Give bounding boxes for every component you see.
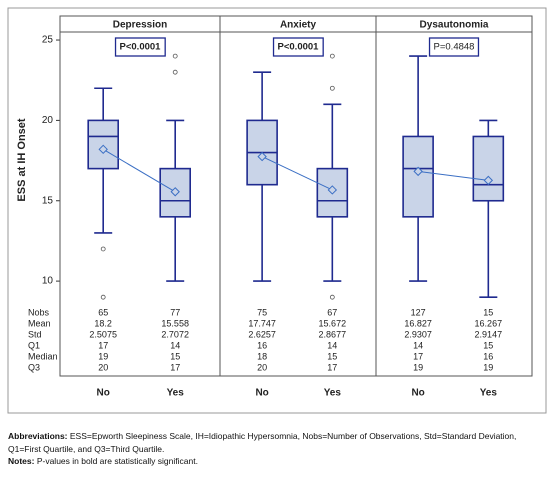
- stat-value: 14: [327, 340, 337, 350]
- outlier: [329, 294, 335, 300]
- stat-value: 15: [170, 351, 180, 361]
- stat-value: 17.747: [248, 318, 276, 328]
- mean-line: [418, 170, 489, 181]
- x-tick-label: No: [97, 388, 110, 399]
- stat-value: 19: [483, 362, 493, 372]
- stat-value: 16: [483, 351, 493, 361]
- stat-value: 77: [170, 307, 180, 317]
- y-axis-label: ESS at IH Onset: [16, 118, 28, 201]
- stat-value: 75: [257, 307, 267, 317]
- panel-frame: [375, 15, 533, 377]
- y-tick-label: 10: [42, 276, 54, 287]
- stat-value: 14: [170, 340, 180, 350]
- chart: ESS at IH Onset 10 15 20 25 NobsMeanStdQ1Med…: [7, 7, 547, 414]
- p-value: P<0.0001: [120, 42, 162, 53]
- stat-value: 16.267: [475, 318, 503, 328]
- stat-value: 15: [483, 340, 493, 350]
- p-value-box: [272, 37, 324, 57]
- p-value: P<0.0001: [278, 42, 320, 53]
- stat-value: 16.827: [404, 318, 432, 328]
- y-tick-label: 25: [42, 35, 54, 46]
- stat-value: 2.6257: [248, 329, 276, 339]
- outer-frame: [7, 7, 547, 414]
- box: [472, 135, 505, 202]
- stat-label: Nobs: [28, 307, 50, 317]
- stat-value: 67: [327, 307, 337, 317]
- stat-value: 127: [411, 307, 426, 317]
- mean-marker: [170, 187, 180, 197]
- stat-value: 2.9307: [404, 329, 432, 339]
- stat-value: 17: [170, 362, 180, 372]
- stat-value: 20: [98, 362, 108, 372]
- stat-label: Std: [28, 329, 42, 339]
- stat-value: 18.2: [94, 318, 112, 328]
- stat-label: Mean: [28, 318, 51, 328]
- y-tick-label: 15: [42, 195, 54, 206]
- mean-marker: [413, 166, 423, 177]
- stat-value: 17: [327, 362, 337, 372]
- panel-title: Anxiety: [280, 20, 317, 31]
- box: [87, 119, 119, 170]
- mean-line: [261, 156, 333, 191]
- stat-value: 15.672: [319, 318, 347, 328]
- stat-label: Q3: [28, 362, 40, 372]
- panel-frame: [59, 15, 221, 377]
- abbreviations-label: Abbreviations:: [8, 431, 68, 441]
- stat-value: 65: [98, 307, 108, 317]
- x-tick-label: No: [255, 388, 268, 399]
- stat-value: 19: [98, 351, 108, 361]
- outlier: [172, 53, 178, 59]
- abbreviations-text: ESS=Epworth Sleepiness Scale, IH=Idiopat…: [8, 431, 517, 454]
- stat-value: 2.9147: [475, 329, 503, 339]
- p-value-box: [428, 37, 480, 57]
- abbreviations: Abbreviations: ESS=Epworth Sleepiness Sc…: [8, 430, 528, 455]
- y-tick-label: 20: [42, 115, 54, 126]
- stat-value: 20: [257, 362, 267, 372]
- outlier: [172, 69, 178, 75]
- stat-value: 17: [98, 340, 108, 350]
- box: [402, 135, 434, 218]
- stat-value: 15: [327, 351, 337, 361]
- stat-value: 2.5075: [89, 329, 117, 339]
- notes: Notes: P-values in bold are statisticall…: [8, 455, 528, 468]
- panel-frame: [219, 15, 377, 377]
- stat-label: Median: [28, 351, 58, 361]
- panel-title: Depression: [113, 20, 167, 31]
- x-tick-label: Yes: [167, 388, 185, 399]
- stat-value: 16: [257, 340, 267, 350]
- outlier: [100, 294, 106, 300]
- stat-label: Q1: [28, 340, 40, 350]
- mean-marker: [327, 185, 338, 195]
- mean-line: [102, 148, 176, 193]
- mean-marker: [257, 151, 267, 162]
- outlier: [329, 53, 335, 59]
- panel-title: Dysautonomia: [420, 20, 489, 31]
- x-tick-label: No: [411, 388, 424, 399]
- x-tick-label: Yes: [324, 388, 342, 399]
- stat-value: 2.7072: [161, 329, 189, 339]
- stat-value: 14: [413, 340, 423, 350]
- notes-text: P-values in bold are statistically signi…: [36, 456, 198, 466]
- stat-value: 18: [257, 351, 267, 361]
- stat-value: 17: [413, 351, 423, 361]
- x-tick-label: Yes: [480, 388, 498, 399]
- stat-value: 19: [413, 362, 423, 372]
- p-value: P=0.4848: [434, 42, 475, 53]
- mean-marker: [483, 175, 494, 186]
- stat-value: 15: [483, 307, 493, 317]
- stat-value: 2.8677: [319, 329, 347, 339]
- notes-label: Notes:: [8, 456, 35, 466]
- outlier: [100, 246, 106, 252]
- stat-value: 15.558: [161, 318, 189, 328]
- mean-marker: [98, 144, 108, 155]
- outlier: [329, 85, 335, 91]
- p-value-box: [114, 37, 166, 57]
